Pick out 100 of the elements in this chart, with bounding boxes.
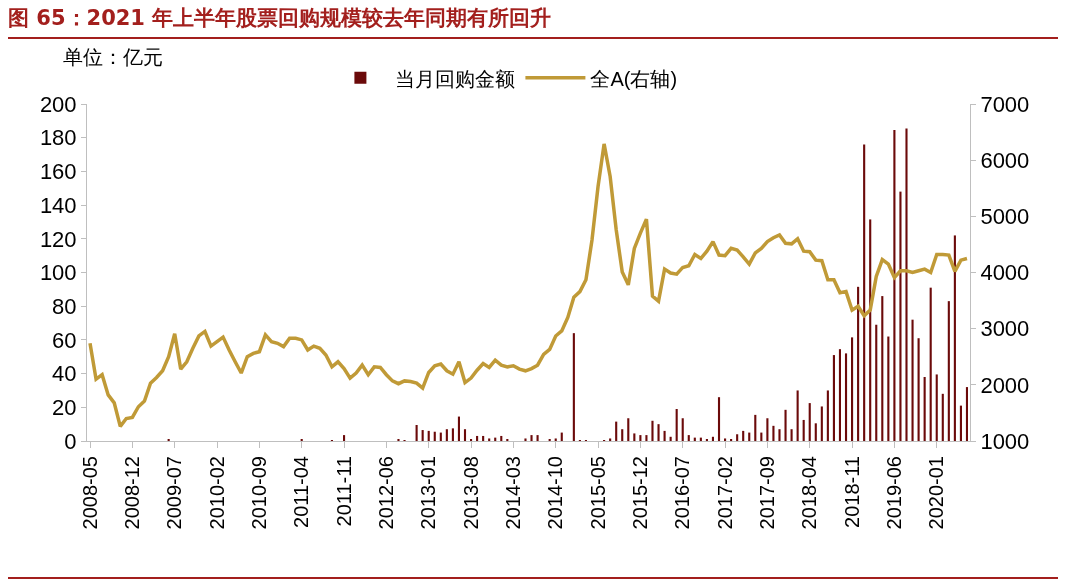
bar xyxy=(935,374,938,441)
y2-tick-label: 4000 xyxy=(980,260,1030,286)
bar xyxy=(639,435,642,441)
x-tick-label: 2015-12 xyxy=(628,456,651,530)
y2-tick-label: 3000 xyxy=(980,316,1030,342)
line-series xyxy=(88,142,969,429)
y2-tick-label: 1000 xyxy=(980,428,1030,454)
bar xyxy=(947,301,950,441)
bar xyxy=(832,355,835,441)
x-tick-label: 2014-10 xyxy=(544,456,567,530)
x-tick-label: 2012-06 xyxy=(374,456,397,530)
y-tick-label: 120 xyxy=(39,226,77,252)
x-tick-label: 2008-05 xyxy=(78,456,101,530)
bar xyxy=(615,421,618,441)
bar xyxy=(524,438,527,441)
bar xyxy=(675,408,678,441)
bar xyxy=(445,429,448,441)
bar xyxy=(415,424,418,441)
bar xyxy=(778,429,781,441)
y2-tick-label: 5000 xyxy=(980,204,1030,230)
bar xyxy=(488,438,491,441)
bar xyxy=(863,144,866,441)
legend-label: 当月回购金额 xyxy=(395,67,516,90)
bar xyxy=(463,429,467,441)
x-tick-label: 2017-09 xyxy=(755,456,778,530)
bar xyxy=(893,130,896,441)
bar xyxy=(476,435,479,441)
bar xyxy=(627,418,630,441)
bar xyxy=(609,438,612,441)
bar xyxy=(724,438,727,441)
bar xyxy=(681,418,684,441)
bar xyxy=(838,349,842,441)
x-tick-label: 2013-01 xyxy=(417,456,440,530)
bar xyxy=(621,429,624,441)
bar xyxy=(657,424,660,441)
bar xyxy=(663,430,666,441)
bar xyxy=(790,429,793,441)
bar xyxy=(645,435,648,441)
chart-title: 图 65：2021 年上半年股票回购规模较去年同期有所回升 xyxy=(8,5,552,32)
bar xyxy=(857,286,860,441)
bar xyxy=(530,435,533,441)
bar xyxy=(500,435,503,441)
bar xyxy=(911,319,914,441)
x-tick-label: 2019-06 xyxy=(882,456,905,530)
bar xyxy=(814,423,817,441)
x-tick-label: 2018-11 xyxy=(840,456,863,528)
bar xyxy=(742,430,745,441)
bar xyxy=(717,397,721,441)
bar xyxy=(451,428,454,441)
x-tick-label: 2017-02 xyxy=(713,456,736,530)
y-tick-label: 40 xyxy=(52,361,77,387)
y-tick-label: 20 xyxy=(52,395,77,420)
x-tick-label: 2020-01 xyxy=(925,456,948,530)
text: 单位：亿元 xyxy=(63,46,163,68)
y-tick-label: 140 xyxy=(39,192,77,218)
x-tick-label: 2014-03 xyxy=(501,456,524,530)
x-tick-label: 2010-02 xyxy=(205,456,228,530)
bar xyxy=(851,337,854,441)
y-tick-label: 80 xyxy=(52,293,77,319)
x-tick-label: 2009-07 xyxy=(163,456,186,530)
y-tick-label: 200 xyxy=(39,91,77,117)
y-tick-label: 100 xyxy=(39,260,77,286)
y2-tick-label: 6000 xyxy=(980,147,1030,173)
bar xyxy=(917,338,920,441)
bar xyxy=(820,406,823,441)
bar xyxy=(826,390,829,441)
y-tick-label: 160 xyxy=(39,159,77,185)
bar xyxy=(923,376,926,441)
bar xyxy=(905,128,908,441)
bar xyxy=(887,336,890,441)
x-tick-label: 2011-04 xyxy=(290,456,313,528)
y-tick-label: 60 xyxy=(52,327,77,353)
bar xyxy=(482,435,485,441)
bar xyxy=(342,435,346,441)
y-tick-label: 180 xyxy=(39,125,77,151)
bar xyxy=(433,431,436,441)
x-tick-label: 2010-09 xyxy=(247,456,270,530)
bar xyxy=(808,403,811,441)
bar xyxy=(869,219,872,441)
bar xyxy=(796,390,799,441)
bar xyxy=(941,393,944,441)
bar xyxy=(844,353,848,441)
x-tick-label: 2016-07 xyxy=(671,456,694,530)
bar xyxy=(633,433,636,441)
y-tick-label: 0 xyxy=(64,428,77,454)
bar xyxy=(736,434,739,441)
bar xyxy=(651,420,654,441)
x-tick-label: 2015-05 xyxy=(586,456,609,530)
bar xyxy=(802,419,805,441)
bar xyxy=(965,387,969,441)
x-tick-label: 2013-08 xyxy=(459,456,482,530)
bar xyxy=(959,405,962,441)
bar xyxy=(554,438,557,441)
x-tick-label: 2011-11 xyxy=(332,456,355,527)
bar xyxy=(421,430,424,441)
bar xyxy=(687,435,690,441)
bar xyxy=(572,333,575,441)
bar xyxy=(899,191,902,441)
x-tick-label: 2008-12 xyxy=(120,456,143,530)
legend-label: 全A(右轴) xyxy=(590,67,678,90)
